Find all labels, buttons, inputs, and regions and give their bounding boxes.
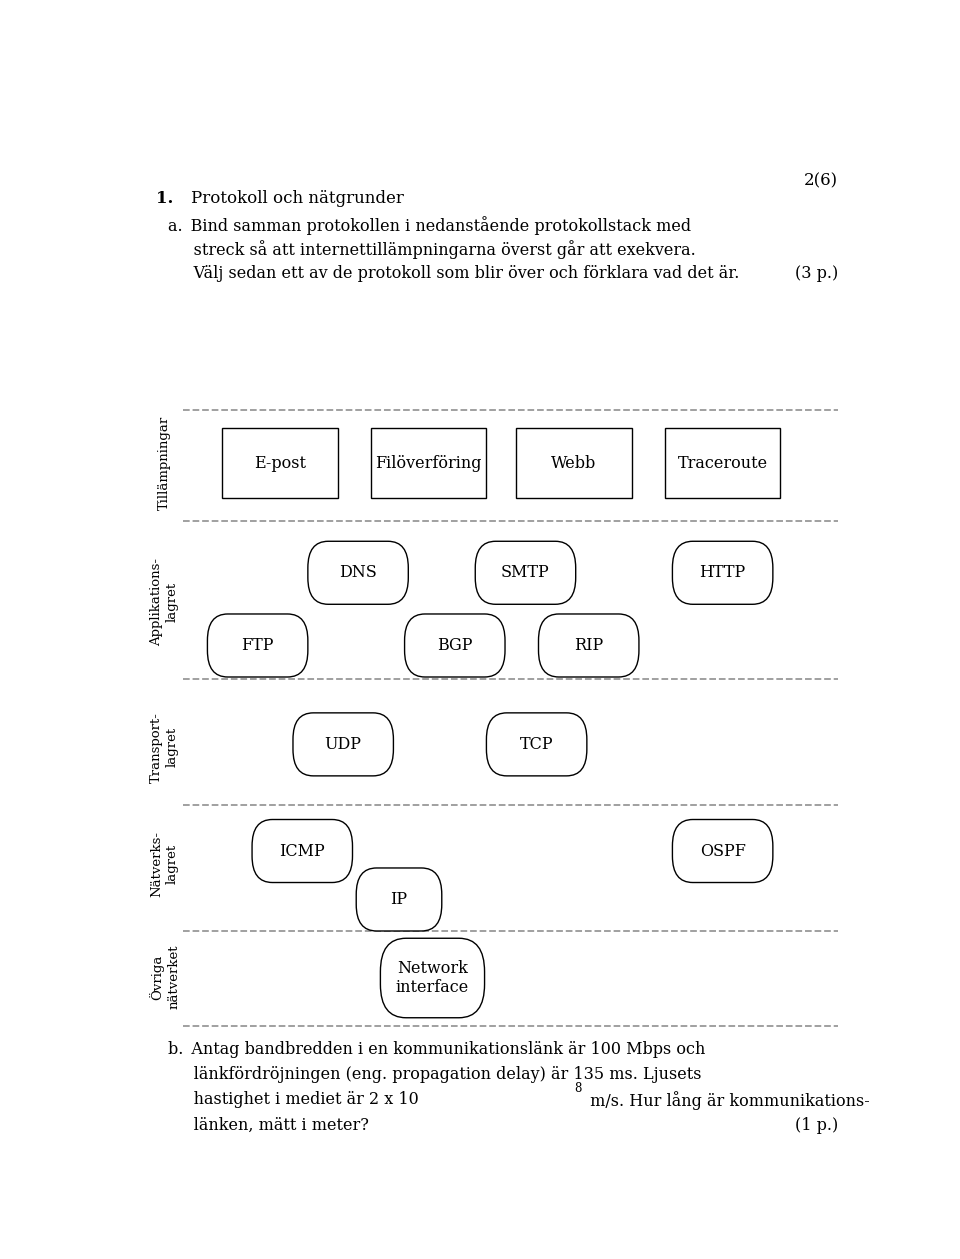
Text: (1 p.): (1 p.) [795,1117,838,1133]
FancyBboxPatch shape [516,428,632,499]
Text: Välj sedan ett av de protokoll som blir över och förklara vad det är.: Välj sedan ett av de protokoll som blir … [168,264,740,282]
Text: HTTP: HTTP [700,564,746,582]
Text: RIP: RIP [574,637,603,653]
Text: hastighet i mediet är 2 x 10: hastighet i mediet är 2 x 10 [168,1092,420,1108]
FancyBboxPatch shape [356,867,442,930]
Text: 8: 8 [574,1081,581,1095]
Text: streck så att internettillämpningarna överst går att exekvera.: streck så att internettillämpningarna öv… [168,240,696,259]
Text: Traceroute: Traceroute [678,454,768,472]
Text: UDP: UDP [324,735,362,753]
Text: Filöverföring: Filöverföring [375,454,482,472]
Text: Network
interface: Network interface [396,959,469,996]
Text: E-post: E-post [254,454,306,472]
Text: ICMP: ICMP [279,842,325,860]
Text: 1.: 1. [156,190,173,206]
Text: länken, mätt i meter?: länken, mätt i meter? [168,1117,370,1133]
Text: FTP: FTP [241,637,274,653]
FancyBboxPatch shape [252,820,352,883]
FancyBboxPatch shape [539,614,639,677]
FancyBboxPatch shape [672,820,773,883]
Text: TCP: TCP [519,735,554,753]
Text: Protokoll och nätgrunder: Protokoll och nätgrunder [191,190,403,206]
Text: Nätverks-
lagret: Nätverks- lagret [150,831,180,896]
Text: (3 p.): (3 p.) [795,264,838,282]
Text: b. Antag bandbredden i en kommunikationslänk är 100 Mbps och: b. Antag bandbredden i en kommunikations… [168,1041,706,1058]
FancyBboxPatch shape [372,428,487,499]
FancyBboxPatch shape [404,614,505,677]
Text: Webb: Webb [551,454,596,472]
Text: Transport-
lagret: Transport- lagret [150,711,180,783]
Text: DNS: DNS [339,564,377,582]
Text: IP: IP [391,891,408,908]
FancyBboxPatch shape [487,713,587,776]
Text: OSPF: OSPF [700,842,746,860]
Text: 2(6): 2(6) [804,172,838,189]
FancyBboxPatch shape [380,938,485,1017]
Text: Tillämpningar: Tillämpningar [158,417,171,510]
Text: m/s. Hur lång är kommunikations-: m/s. Hur lång är kommunikations- [585,1092,870,1110]
Text: Övriga
nätverket: Övriga nätverket [149,944,180,1010]
FancyBboxPatch shape [293,713,394,776]
FancyBboxPatch shape [223,428,338,499]
Text: a. Bind samman protokollen i nedanstående protokollstack med: a. Bind samman protokollen i nedanståend… [168,217,691,235]
FancyBboxPatch shape [475,541,576,604]
FancyBboxPatch shape [665,428,780,499]
Text: SMTP: SMTP [501,564,550,582]
Text: Applikations-
lagret: Applikations- lagret [150,558,180,646]
Text: länkfördröjningen (eng. propagation delay) är 135 ms. Ljusets: länkfördröjningen (eng. propagation dela… [168,1066,702,1083]
Text: BGP: BGP [437,637,472,653]
FancyBboxPatch shape [672,541,773,604]
FancyBboxPatch shape [308,541,408,604]
FancyBboxPatch shape [207,614,308,677]
